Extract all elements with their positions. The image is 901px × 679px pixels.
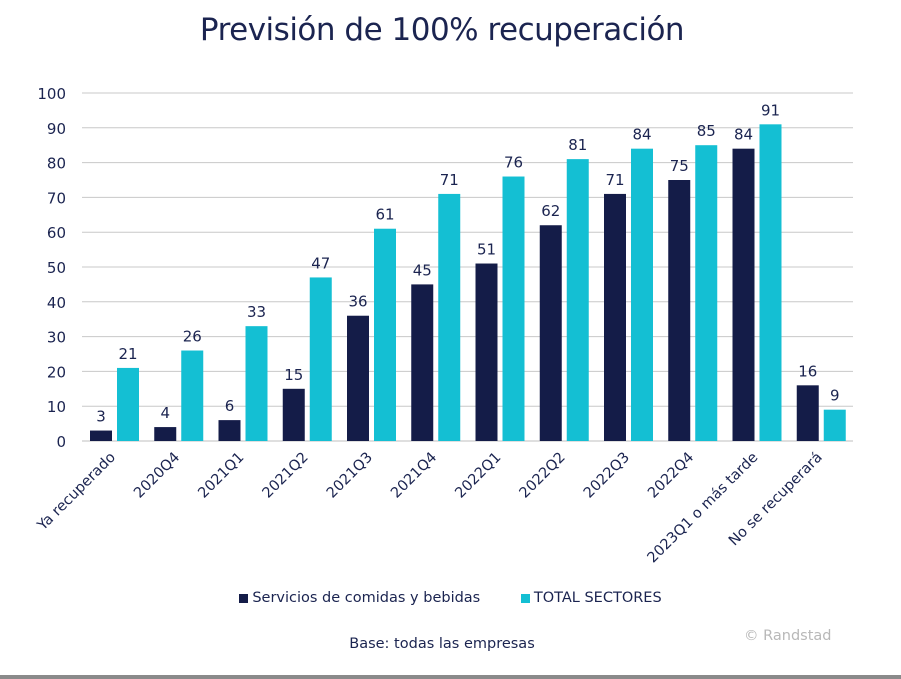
data-label: 4 [160, 404, 170, 422]
data-label: 33 [247, 303, 266, 321]
bar-total-2022Q4 [695, 145, 718, 441]
x-tick-label: 2021Q2 [260, 450, 312, 502]
bar-total-2021Q4 [438, 193, 461, 441]
x-tick-label: 2021Q4 [388, 450, 440, 502]
data-label: 75 [670, 157, 689, 175]
y-tick-label: 0 [56, 433, 66, 451]
bar-servicios-2022Q4 [668, 180, 691, 441]
bar-servicios-2021Q3 [347, 315, 369, 441]
x-tick-label: 2022Q4 [645, 450, 697, 502]
data-label: 15 [284, 366, 303, 384]
y-tick-label: 70 [47, 189, 66, 207]
x-tick-label: 2020Q4 [131, 450, 183, 502]
bar-servicios-No-se-recuperará [796, 385, 819, 441]
x-tick-label: 2021Q1 [195, 450, 247, 502]
chart-title: Previsión de 100% recuperación [199, 12, 685, 48]
data-label: 84 [734, 126, 753, 144]
data-label: 26 [183, 328, 202, 346]
data-label: 76 [504, 154, 523, 172]
data-label: 51 [477, 241, 496, 259]
data-label: 85 [697, 122, 716, 140]
y-tick-label: 20 [47, 363, 66, 381]
bottom-divider [0, 675, 901, 679]
data-label: 71 [605, 171, 624, 189]
x-tick-label: 2023Q1 o más tarde [645, 449, 762, 566]
bar-servicios-Ya-recuperado [90, 430, 112, 441]
bar-servicios-2020Q4 [154, 427, 177, 441]
data-label: 62 [541, 202, 560, 220]
data-label: 81 [568, 136, 587, 154]
bar-total-2022Q3 [631, 148, 653, 441]
legend-label: TOTAL SECTORES [533, 590, 662, 606]
legend-swatch [520, 593, 530, 603]
x-tick-label: 2021Q3 [324, 450, 376, 502]
credit: © Randstad [744, 628, 832, 644]
x-tick-label: 2022Q3 [581, 450, 633, 502]
bar-servicios-2021Q2 [282, 388, 305, 441]
y-tick-label: 100 [37, 85, 66, 103]
x-tick-label: Ya recuperado [34, 449, 119, 534]
data-label: 47 [311, 254, 330, 272]
bar-total-2022Q2 [566, 159, 589, 441]
bar-servicios-2021Q4 [411, 284, 434, 441]
bar-total-2023Q1-o-más-tarde [759, 124, 782, 441]
data-label: 71 [440, 171, 459, 189]
bar-total-2021Q2 [309, 277, 332, 441]
data-label: 9 [830, 387, 840, 405]
y-tick-label: 90 [47, 120, 66, 138]
data-label: 3 [96, 408, 106, 426]
data-label: 6 [225, 397, 235, 415]
data-label: 16 [798, 362, 817, 380]
legend: Servicios de comidas y bebidas TOTAL SEC… [0, 590, 901, 607]
y-tick-label: 10 [47, 398, 66, 416]
y-tick-label: 80 [47, 155, 66, 173]
bar-chart: 0 10 20 30 40 50 60 70 80 90 100 3 21 Ya recuperado 4 2… [34, 85, 853, 566]
x-tick-label: 2022Q2 [517, 450, 569, 502]
data-label: 61 [375, 206, 394, 224]
bar-servicios-2021Q1 [218, 420, 241, 441]
bar-total-2020Q4 [181, 350, 204, 441]
bar-total-2021Q3 [374, 228, 396, 441]
data-label: 45 [413, 261, 432, 279]
legend-label: Servicios de comidas y bebidas [252, 590, 481, 606]
bar-servicios-2023Q1-o-más-tarde [732, 148, 755, 441]
bar-total-No-se-recuperará [823, 409, 846, 441]
data-label: 36 [348, 293, 367, 311]
bar-total-Ya-recuperado [117, 367, 139, 441]
bar-total-2021Q1 [245, 326, 268, 441]
data-label: 91 [761, 101, 780, 119]
base-note: Base: todas las empresas [349, 636, 535, 652]
legend-item-series-0: Servicios de comidas y bebidas [239, 590, 480, 606]
data-label: 84 [632, 126, 651, 144]
data-label: 21 [118, 345, 137, 363]
y-tick-label: 50 [47, 259, 66, 277]
legend-swatch [239, 593, 249, 603]
bar-servicios-2022Q1 [475, 263, 498, 441]
bar-servicios-2022Q2 [539, 225, 562, 441]
y-tick-label: 30 [47, 329, 66, 347]
y-tick-label: 40 [47, 294, 66, 312]
bar-total-2022Q1 [502, 176, 525, 441]
legend-item-series-1: TOTAL SECTORES [520, 590, 662, 606]
bar-servicios-2022Q3 [604, 193, 626, 441]
y-tick-label: 60 [47, 224, 66, 242]
x-tick-label: 2022Q1 [452, 450, 504, 502]
